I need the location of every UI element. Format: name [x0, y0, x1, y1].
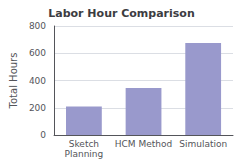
svg-text:Sketch: Sketch: [69, 139, 99, 149]
svg-text:400: 400: [29, 76, 46, 86]
svg-text:200: 200: [29, 103, 46, 113]
svg-text:HCM Method: HCM Method: [115, 139, 172, 149]
svg-text:Simulation: Simulation: [179, 139, 227, 149]
svg-text:800: 800: [29, 21, 46, 31]
svg-text:600: 600: [29, 48, 46, 58]
svg-text:Labor Hour Comparison: Labor Hour Comparison: [48, 7, 195, 20]
svg-text:Planning: Planning: [65, 149, 104, 159]
svg-text:Total Hours: Total Hours: [8, 53, 19, 110]
svg-text:0: 0: [40, 130, 46, 140]
